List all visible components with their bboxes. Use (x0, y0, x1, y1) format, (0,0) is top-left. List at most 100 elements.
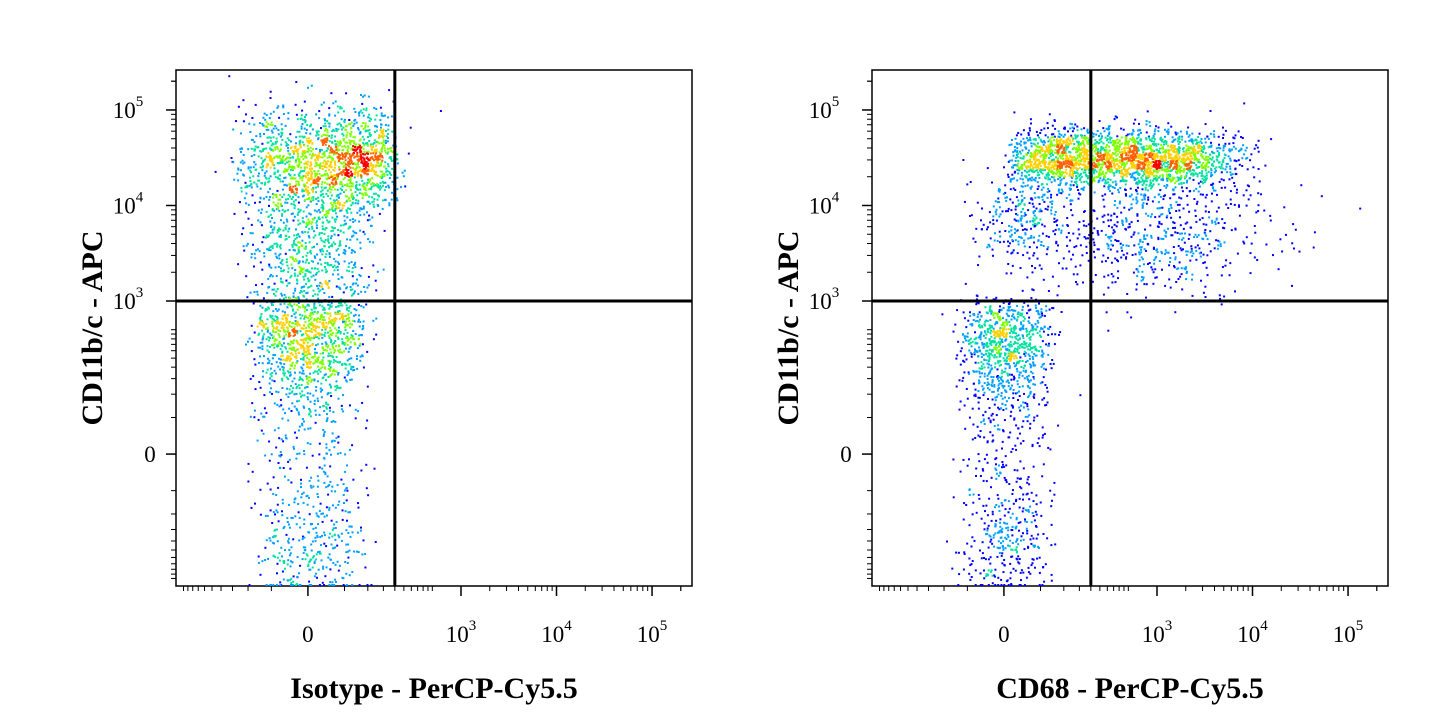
event-dot (317, 368, 320, 371)
event-dot (305, 172, 308, 175)
event-dot (313, 555, 315, 558)
event-dot (1125, 194, 1128, 197)
event-dot (277, 329, 280, 332)
event-dot (295, 357, 298, 360)
event-dot (277, 333, 280, 336)
event-dot (289, 467, 292, 470)
event-dot (359, 146, 362, 149)
event-dot (1035, 207, 1038, 210)
event-dot (1015, 480, 1018, 483)
event-dot (312, 260, 315, 263)
event-dot (328, 364, 331, 367)
event-dot (283, 330, 286, 333)
event-dot (303, 144, 306, 147)
event-dot (295, 355, 298, 358)
event-dot (374, 165, 377, 168)
event-dot (317, 133, 320, 136)
event-dot (1047, 127, 1049, 130)
event-dot (1004, 455, 1007, 458)
event-dot (336, 149, 339, 152)
event-dot (282, 221, 285, 224)
event-dot (350, 311, 353, 314)
event-dot (284, 201, 287, 204)
event-dot (299, 376, 302, 379)
event-dot (296, 409, 299, 412)
event-dot (1038, 302, 1040, 305)
event-dot (319, 281, 322, 284)
event-dot (307, 262, 310, 265)
event-dot (316, 361, 319, 363)
event-dot (1265, 243, 1268, 246)
event-dot (295, 348, 298, 351)
event-dot (368, 214, 371, 217)
event-dot (340, 107, 343, 110)
event-dot (306, 198, 309, 200)
event-dot (253, 416, 256, 419)
event-dot (367, 150, 370, 153)
event-dot (997, 197, 1000, 200)
event-dot (990, 414, 993, 417)
event-dot (267, 277, 270, 280)
event-dot (309, 132, 312, 135)
event-dot (336, 105, 339, 108)
event-dot (1136, 213, 1139, 216)
event-dot (1225, 203, 1228, 206)
event-dot (296, 324, 299, 327)
event-dot (1043, 314, 1046, 317)
event-dot (251, 232, 254, 235)
event-dot (270, 362, 273, 365)
event-dot (269, 166, 272, 169)
event-dot (1112, 229, 1115, 232)
event-dot (1049, 325, 1052, 328)
event-dot (293, 313, 296, 316)
event-dot (352, 234, 355, 237)
event-dot (955, 551, 958, 554)
event-dot (316, 312, 319, 315)
event-dot (287, 395, 290, 398)
event-dot (1164, 194, 1166, 197)
event-dot (344, 347, 347, 350)
event-dot (272, 476, 275, 479)
event-dot (1187, 126, 1190, 129)
event-dot (233, 212, 236, 215)
event-dot (330, 329, 333, 332)
event-dot (265, 125, 268, 128)
event-dot (365, 161, 368, 164)
event-dot (301, 195, 304, 198)
event-dot (1174, 231, 1177, 234)
event-dot (313, 230, 316, 233)
event-dot (375, 164, 378, 166)
event-dot (1171, 234, 1174, 237)
event-dot (265, 128, 268, 131)
event-dot (344, 363, 347, 366)
event-dot (314, 540, 317, 543)
event-dot (313, 170, 316, 172)
event-dot (396, 153, 399, 156)
event-dot (961, 379, 964, 382)
event-dot (1264, 164, 1267, 167)
event-dot (1151, 268, 1154, 271)
event-dot (343, 502, 345, 504)
event-dot (318, 326, 321, 329)
event-dot (245, 202, 248, 205)
event-dot (1104, 260, 1107, 263)
event-dot (302, 304, 305, 307)
event-dot (330, 543, 333, 546)
event-dot (351, 283, 354, 286)
event-dot (337, 234, 340, 237)
event-dot (279, 398, 282, 401)
event-dot (347, 556, 350, 559)
event-dot (332, 504, 334, 507)
event-dot (391, 191, 393, 194)
event-dot (329, 368, 332, 371)
event-dot (305, 375, 308, 378)
event-dot (329, 465, 332, 468)
event-dot (304, 185, 307, 188)
event-dot (346, 307, 349, 309)
event-dot (273, 402, 276, 405)
event-dot (1225, 259, 1228, 262)
event-dot (988, 497, 991, 500)
event-dot (382, 144, 385, 147)
event-dot (1050, 196, 1052, 199)
event-dot (331, 343, 334, 346)
